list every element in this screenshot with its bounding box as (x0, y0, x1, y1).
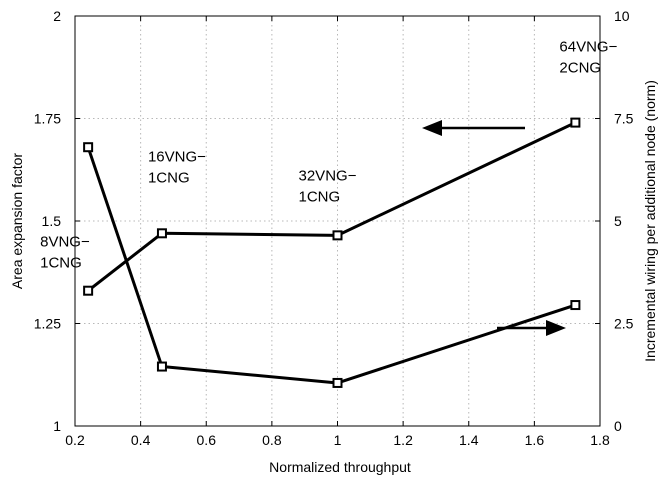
configuration-label-line: 32VNG− (299, 167, 357, 184)
x-tick-label: 1.4 (459, 432, 479, 448)
left-y-tick-label: 1.75 (34, 111, 61, 127)
configuration-label: 8VNG− 1CNG (40, 234, 90, 272)
arrows (422, 120, 566, 336)
left-y-tick-label: 1.25 (34, 316, 61, 332)
series (83, 117, 581, 388)
configuration-label-line: 8VNG− (40, 234, 90, 251)
configuration-label-line: 16VNG− (148, 148, 206, 165)
left-axis-arrow-head (422, 120, 442, 136)
configuration-label-line: 1CNG (148, 169, 190, 186)
x-axis-label: Normalized throughput (269, 459, 411, 475)
right-axis-data-point (83, 142, 94, 153)
right-y-tick-label: 0 (614, 418, 622, 434)
configuration-label-line: 1CNG (299, 188, 341, 205)
x-tick-label: 1.2 (393, 432, 413, 448)
x-tick-label: 0.6 (197, 432, 217, 448)
x-tick-label: 0.8 (262, 432, 282, 448)
right-y-tick-label: 7.5 (614, 111, 634, 127)
left-axis-data-point (332, 230, 343, 241)
configuration-label: 64VNG− 2CNG (559, 39, 617, 77)
configuration-label: 32VNG− 1CNG (299, 167, 357, 205)
left-y-tick-label: 2 (53, 8, 61, 24)
x-tick-label: 1.6 (525, 432, 545, 448)
configuration-label-line: 64VNG− (559, 39, 617, 56)
x-tick-label: 1 (334, 432, 342, 448)
left-y-axis-label: Area expansion factor (9, 153, 25, 290)
x-tick-label: 1.8 (590, 432, 610, 448)
right-axis-arrow-head (546, 320, 566, 336)
right-axis-data-point (332, 377, 343, 388)
right-y-tick-label: 2.5 (614, 316, 634, 332)
x-tick-label: 0.2 (65, 432, 85, 448)
annotations: 8VNG− 1CNG 16VNG− 1CNG 32VNG− 1CNG 64VNG− 2CNG (40, 39, 617, 272)
left-axis-data-point (156, 228, 167, 239)
right-axis-data-point (156, 361, 167, 372)
right-y-tick-label: 10 (614, 8, 630, 24)
configuration-label: 16VNG− 1CNG (148, 148, 206, 186)
right-y-tick-label: 5 (614, 213, 622, 229)
configuration-label-line: 2CNG (559, 60, 601, 77)
left-axis-data-point (83, 285, 94, 296)
right-axis-series-line (86, 146, 576, 385)
x-tick-label: 0.4 (131, 432, 151, 448)
ticks: 0.2 0.4 0.6 0.8 1 1.2 1.4 1.6 1.8 1 1.25 1.5 1.75 2 0 2… (34, 8, 634, 448)
left-y-tick-label: 1.5 (42, 213, 62, 229)
grid (75, 16, 600, 426)
right-axis-data-point (570, 300, 581, 311)
configuration-label-line: 1CNG (40, 255, 82, 272)
left-axis-series-line (87, 121, 577, 292)
left-axis-data-point (570, 117, 581, 128)
right-y-axis-label: Incremental wiring per additional node (… (642, 80, 658, 362)
left-y-tick-label: 1 (53, 418, 61, 434)
